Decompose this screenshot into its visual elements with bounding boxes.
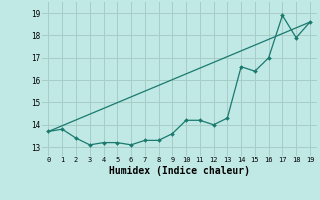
X-axis label: Humidex (Indice chaleur): Humidex (Indice chaleur) <box>109 166 250 176</box>
